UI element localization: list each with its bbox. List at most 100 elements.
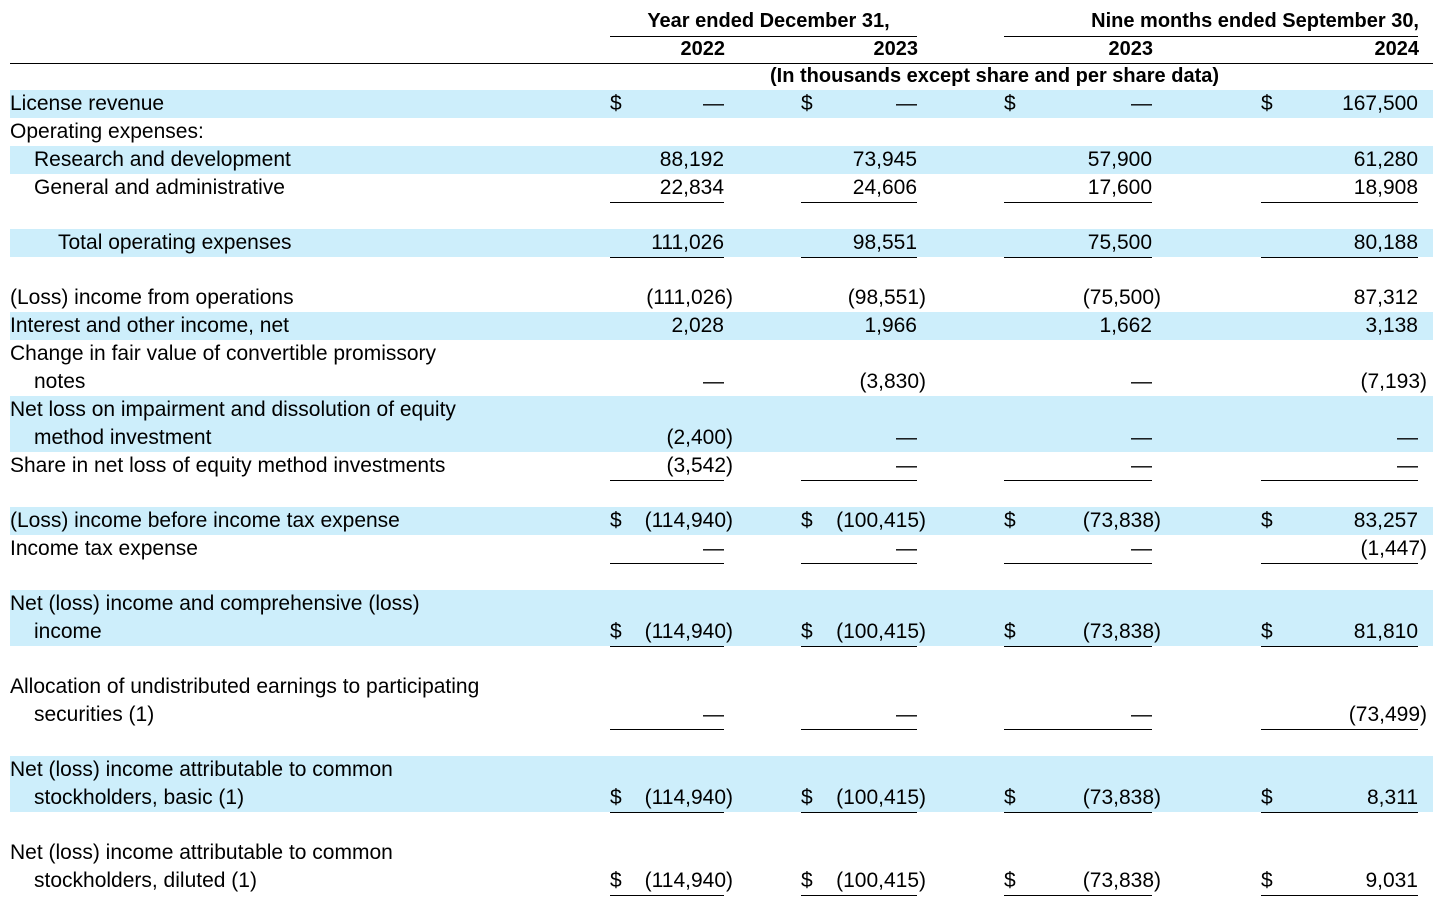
total-underline: [1261, 646, 1418, 647]
value-cell: (3,830): [801, 368, 926, 396]
currency-symbol: $: [1261, 92, 1273, 115]
value-amount: 17,600: [1087, 176, 1152, 199]
header-year-2022: 2022: [680, 38, 726, 60]
row-label: Share in net loss of equity method inves…: [10, 454, 446, 477]
value-cell: (73,499): [1261, 701, 1427, 729]
row-shading: [10, 229, 1433, 257]
value-amount: 81,810: [1353, 620, 1418, 643]
total-underline: [801, 812, 917, 813]
value-amount: —: [1131, 703, 1152, 726]
total-underline: [1004, 257, 1152, 258]
value-amount: (111,026): [646, 286, 733, 309]
total-underline: [801, 729, 917, 730]
value-cell: [801, 118, 917, 146]
value-amount: 83,257: [1353, 509, 1418, 532]
value-cell: —: [1004, 368, 1152, 396]
total-underline: [801, 257, 917, 258]
currency-symbol: $: [801, 620, 813, 643]
value-amount: (100,415): [836, 509, 926, 532]
value-amount: —: [896, 92, 917, 115]
header-bottom-rule: [10, 63, 1433, 64]
total-underline: [1004, 729, 1152, 730]
currency-symbol: $: [1261, 869, 1273, 892]
value-amount: —: [896, 454, 917, 477]
currency-symbol: $: [1004, 92, 1016, 115]
row-shading: [10, 507, 1433, 535]
value-cell: 80,188: [1261, 229, 1418, 257]
value-cell: $ (100,415): [801, 507, 926, 535]
row-label: Income tax expense: [10, 537, 198, 560]
value-amount: 3,138: [1365, 314, 1418, 337]
header-nine-rule: [1004, 36, 1418, 37]
value-amount: —: [896, 703, 917, 726]
row-shading: [10, 90, 1433, 118]
value-cell: 111,026: [610, 229, 724, 257]
value-cell: 1,966: [801, 312, 917, 340]
value-cell: —: [1004, 701, 1152, 729]
row-label: stockholders, basic (1): [34, 786, 245, 809]
value-cell: 73,945: [801, 146, 917, 174]
value-amount: (114,940): [644, 869, 733, 892]
total-underline: [1261, 729, 1418, 730]
value-amount: (73,838): [1082, 869, 1161, 892]
row-label: (Loss) income before income tax expense: [10, 509, 400, 532]
value-cell: (7,193): [1261, 368, 1427, 396]
value-amount: 2,028: [671, 314, 724, 337]
value-amount: 87,312: [1353, 286, 1418, 309]
value-cell: (2,400): [610, 424, 733, 452]
value-amount: 24,606: [852, 176, 917, 199]
value-amount: —: [1397, 454, 1418, 477]
value-cell: —: [610, 701, 724, 729]
value-amount: (73,838): [1082, 786, 1161, 809]
value-cell: —: [610, 535, 724, 563]
value-cell: $ (73,838): [1004, 507, 1161, 535]
value-cell: $8,311: [1261, 784, 1418, 812]
row-shading: [10, 590, 1433, 646]
value-cell: $ —: [801, 90, 917, 118]
value-cell: $83,257: [1261, 507, 1418, 535]
value-amount: (73,838): [1082, 509, 1161, 532]
value-amount: 75,500: [1087, 231, 1152, 254]
value-cell: $ (73,838): [1004, 784, 1161, 812]
value-amount: (2,400): [666, 426, 733, 449]
header-year-ended: Year ended December 31,: [647, 10, 890, 32]
header-nine-2023: 2023: [1108, 38, 1154, 60]
row-label: Operating expenses:: [10, 120, 204, 143]
currency-symbol: $: [1261, 786, 1273, 809]
row-label: income: [34, 620, 102, 643]
total-underline: [610, 563, 724, 564]
row-label: method investment: [34, 426, 212, 449]
value-amount: (3,542): [666, 454, 733, 477]
currency-symbol: $: [610, 786, 622, 809]
total-underline: [610, 202, 724, 203]
total-underline: [801, 563, 917, 564]
value-amount: 167,500: [1342, 92, 1418, 115]
value-cell: $ (73,838): [1004, 867, 1161, 895]
value-cell: —: [1004, 452, 1152, 480]
total-underline: [1004, 480, 1152, 481]
total-underline: [610, 480, 724, 481]
value-cell: (3,542): [610, 452, 733, 480]
value-cell: (75,500): [1004, 284, 1161, 312]
value-cell: $9,031: [1261, 867, 1418, 895]
row-label: Net loss on impairment and dissolution o…: [10, 398, 456, 421]
value-cell: 18,908: [1261, 174, 1418, 202]
currency-symbol: $: [610, 869, 622, 892]
value-cell: $ —: [610, 90, 724, 118]
value-amount: (114,940): [644, 786, 733, 809]
total-underline: [610, 729, 724, 730]
value-cell: 3,138: [1261, 312, 1418, 340]
total-underline: [610, 812, 724, 813]
value-amount: —: [703, 370, 724, 393]
value-amount: —: [1397, 426, 1418, 449]
value-cell: $167,500: [1261, 90, 1418, 118]
value-cell: 88,192: [610, 146, 724, 174]
total-underline: [801, 480, 917, 481]
value-amount: 73,945: [852, 148, 917, 171]
value-cell: —: [610, 368, 724, 396]
value-cell: $81,810: [1261, 618, 1418, 646]
row-label: Research and development: [34, 148, 291, 171]
currency-symbol: $: [1004, 509, 1016, 532]
value-cell: (111,026): [610, 284, 733, 312]
currency-symbol: $: [610, 92, 622, 115]
